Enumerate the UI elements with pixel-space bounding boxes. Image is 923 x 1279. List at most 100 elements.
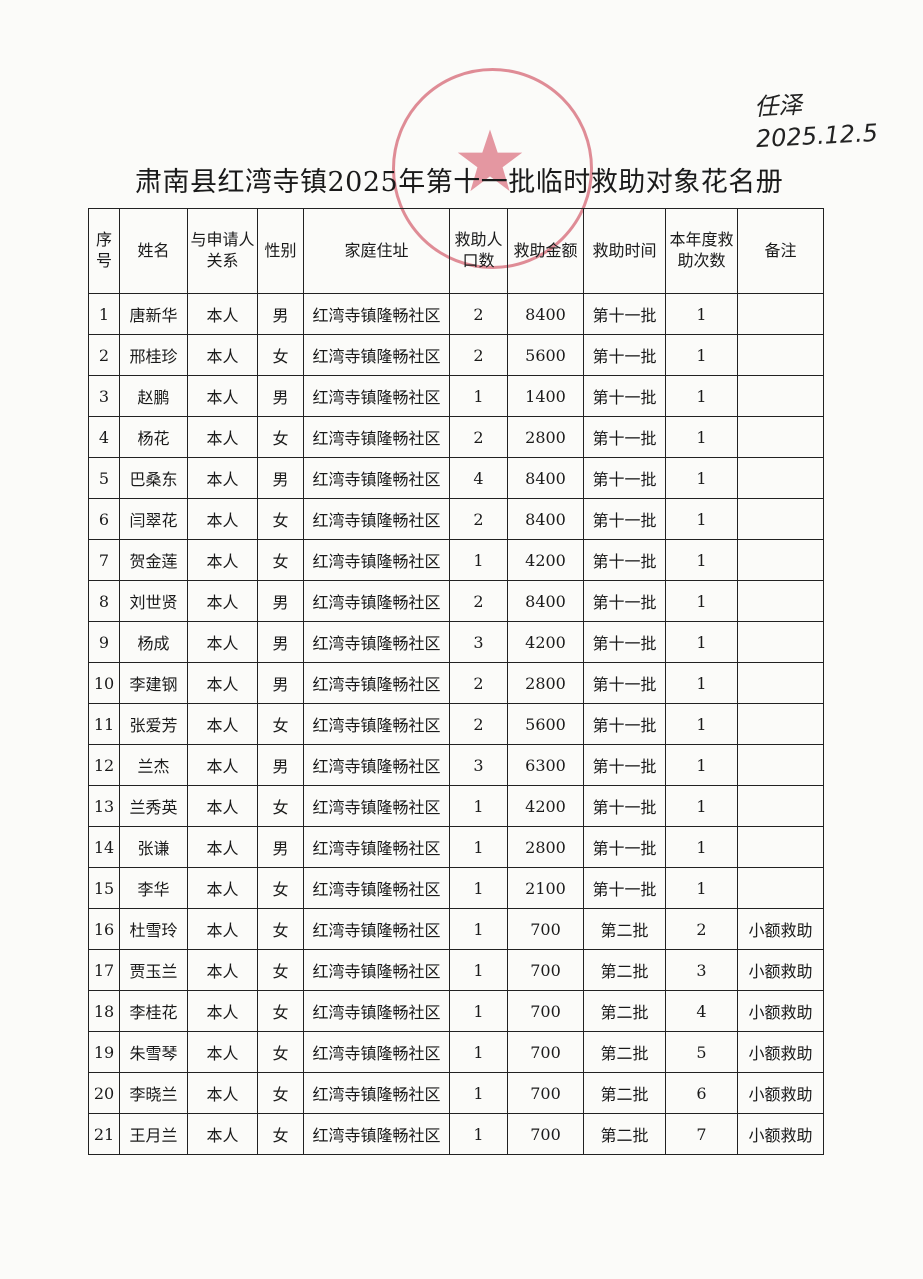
table-row: 8 刘世贤 本人男红湾寺镇隆畅社区 2 8400 第十一批 1 [88,580,824,622]
cell-col-amount: 8400 [507,293,584,335]
cell-col-persons: 2 [449,580,508,622]
cell-col-persons: 3 [449,621,508,663]
cell-col-index: 5 [88,457,120,499]
cell-col-batch: 第十一批 [583,416,666,458]
cell-col-batch: 第十一批 [583,293,666,335]
cell-col-relation: 本人 [187,457,258,499]
table-row: 15 李华 本人女红湾寺镇隆畅社区 1 2100 第十一批 1 [88,867,824,909]
cell-col-count: 1 [665,744,738,786]
cell-col-batch: 第二批 [583,990,666,1032]
cell-col-persons: 2 [449,498,508,540]
cell-col-amount: 2800 [507,826,584,868]
cell-col-persons: 2 [449,416,508,458]
cell-col-address: 红湾寺镇隆畅社区 [303,867,450,909]
cell-col-remark [737,826,824,868]
cell-col-name: 杨成 [119,621,188,663]
cell-col-count: 1 [665,785,738,827]
cell-col-gender: 男 [257,293,304,335]
cell-col-amount: 2100 [507,867,584,909]
cell-col-persons: 4 [449,457,508,499]
cell-col-relation: 本人 [187,990,258,1032]
cell-col-amount: 4200 [507,539,584,581]
cell-col-gender: 女 [257,703,304,745]
cell-col-count: 3 [665,949,738,991]
cell-col-remark [737,539,824,581]
cell-col-index: 13 [88,785,120,827]
cell-col-batch: 第十一批 [583,703,666,745]
cell-col-relation: 本人 [187,539,258,581]
cell-col-amount: 6300 [507,744,584,786]
header-col-address: 家庭住址 [303,208,450,294]
cell-col-gender: 女 [257,990,304,1032]
cell-col-address: 红湾寺镇隆畅社区 [303,293,450,335]
cell-col-gender: 女 [257,908,304,950]
cell-col-count: 1 [665,457,738,499]
cell-col-count: 1 [665,580,738,622]
cell-col-count: 4 [665,990,738,1032]
table-row: 19 朱雪琴 本人女红湾寺镇隆畅社区 1 700 第二批 5 小额救助 [88,1031,824,1073]
cell-col-relation: 本人 [187,580,258,622]
relief-roster-table: 序号 姓名 与申请人关系 性别 家庭住址 救助人口数 救助金额 救助时间 本年度救助次数 备注 1… [88,208,824,1155]
table-row: 14 张谦 本人男红湾寺镇隆畅社区 1 2800 第十一批 1 [88,826,824,868]
cell-col-relation: 本人 [187,334,258,376]
cell-col-batch: 第二批 [583,1072,666,1114]
cell-col-batch: 第十一批 [583,498,666,540]
cell-col-address: 红湾寺镇隆畅社区 [303,375,450,417]
cell-col-persons: 1 [449,539,508,581]
cell-col-relation: 本人 [187,1031,258,1073]
cell-col-name: 唐新华 [119,293,188,335]
cell-col-gender: 男 [257,621,304,663]
cell-col-index: 10 [88,662,120,704]
cell-col-name: 杜雪玲 [119,908,188,950]
cell-col-index: 15 [88,867,120,909]
cell-col-batch: 第二批 [583,1031,666,1073]
header-col-name: 姓名 [119,208,188,294]
cell-col-persons: 1 [449,826,508,868]
cell-col-address: 红湾寺镇隆畅社区 [303,416,450,458]
cell-col-index: 14 [88,826,120,868]
cell-col-name: 朱雪琴 [119,1031,188,1073]
handwritten-signature: 任泽 2025.12.5 [753,85,878,156]
cell-col-name: 张爱芳 [119,703,188,745]
cell-col-amount: 4200 [507,785,584,827]
cell-col-count: 1 [665,621,738,663]
cell-col-batch: 第十一批 [583,457,666,499]
header-col-amount: 救助金额 [507,208,584,294]
cell-col-persons: 3 [449,744,508,786]
cell-col-name: 赵鹏 [119,375,188,417]
cell-col-name: 巴桑东 [119,457,188,499]
cell-col-persons: 1 [449,375,508,417]
cell-col-name: 兰杰 [119,744,188,786]
cell-col-persons: 1 [449,1072,508,1114]
table-row: 13 兰秀英 本人女红湾寺镇隆畅社区 1 4200 第十一批 1 [88,785,824,827]
cell-col-amount: 700 [507,908,584,950]
cell-col-gender: 女 [257,1031,304,1073]
cell-col-address: 红湾寺镇隆畅社区 [303,662,450,704]
cell-col-address: 红湾寺镇隆畅社区 [303,949,450,991]
cell-col-gender: 女 [257,1072,304,1114]
cell-col-batch: 第十一批 [583,785,666,827]
cell-col-batch: 第十一批 [583,744,666,786]
cell-col-relation: 本人 [187,1072,258,1114]
cell-col-relation: 本人 [187,785,258,827]
cell-col-index: 2 [88,334,120,376]
table-row: 10 李建钢 本人男红湾寺镇隆畅社区 2 2800 第十一批 1 [88,662,824,704]
cell-col-relation: 本人 [187,662,258,704]
cell-col-index: 11 [88,703,120,745]
cell-col-index: 12 [88,744,120,786]
cell-col-persons: 2 [449,662,508,704]
cell-col-remark: 小额救助 [737,1031,824,1073]
cell-col-remark [737,785,824,827]
cell-col-amount: 8400 [507,457,584,499]
cell-col-relation: 本人 [187,703,258,745]
cell-col-remark: 小额救助 [737,990,824,1032]
cell-col-index: 21 [88,1113,120,1155]
cell-col-batch: 第十一批 [583,334,666,376]
cell-col-count: 2 [665,908,738,950]
cell-col-count: 6 [665,1072,738,1114]
cell-col-count: 1 [665,539,738,581]
table-row: 3 赵鹏 本人男红湾寺镇隆畅社区 1 1400 第十一批 1 [88,375,824,417]
signature-date: 2025.12.5 [755,119,879,154]
cell-col-index: 7 [88,539,120,581]
cell-col-batch: 第十一批 [583,621,666,663]
